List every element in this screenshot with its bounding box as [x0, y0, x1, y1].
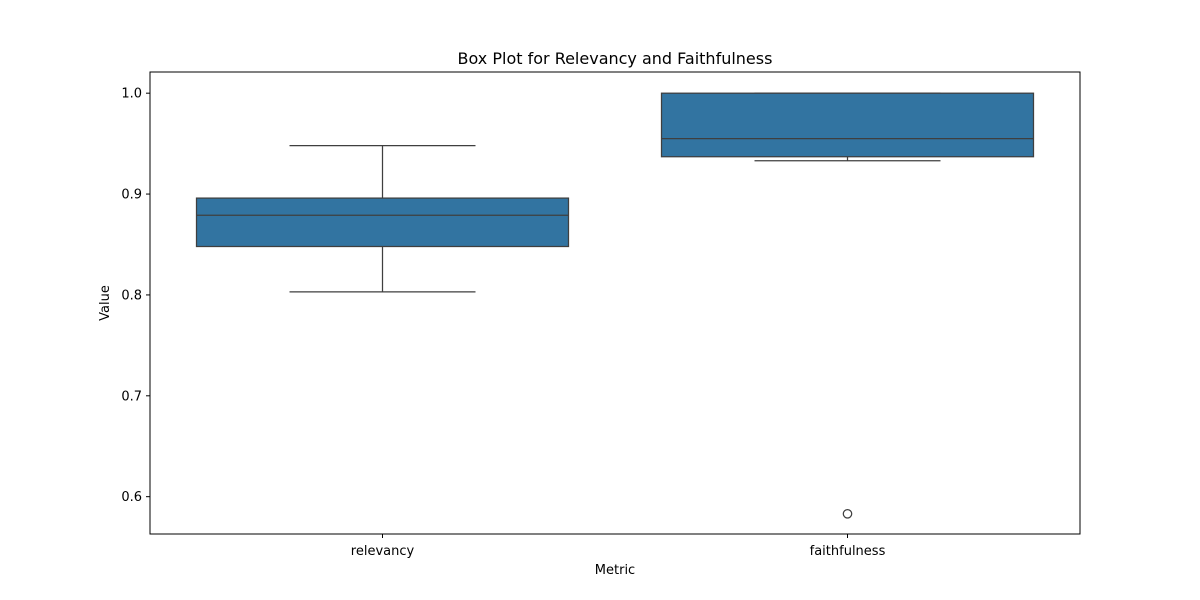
y-tick-label: 0.8	[121, 288, 142, 303]
x-tick-label: faithfulness	[810, 544, 886, 559]
box-iqr	[660, 92, 1035, 158]
x-tick-label: relevancy	[351, 544, 415, 559]
y-tick-label: 0.7	[121, 389, 142, 404]
y-tick-label: 0.9	[121, 188, 142, 203]
chart-title: Box Plot for Relevancy and Faithfulness	[458, 49, 773, 68]
y-tick-label: 0.6	[121, 490, 142, 505]
box-group-relevancy	[195, 145, 570, 293]
box-iqr	[195, 197, 570, 248]
outlier-point	[842, 509, 853, 519]
y-axis: 0.6 0.7 0.8 0.9 1.0	[121, 87, 150, 505]
x-axis-label: Metric	[595, 563, 635, 578]
box-group-faithfulness	[660, 92, 1035, 519]
y-tick-label: 1.0	[121, 87, 142, 102]
x-axis: relevancy faithfulness	[351, 534, 886, 559]
y-axis-label: Value	[98, 285, 113, 321]
chart-marks	[195, 92, 1035, 519]
